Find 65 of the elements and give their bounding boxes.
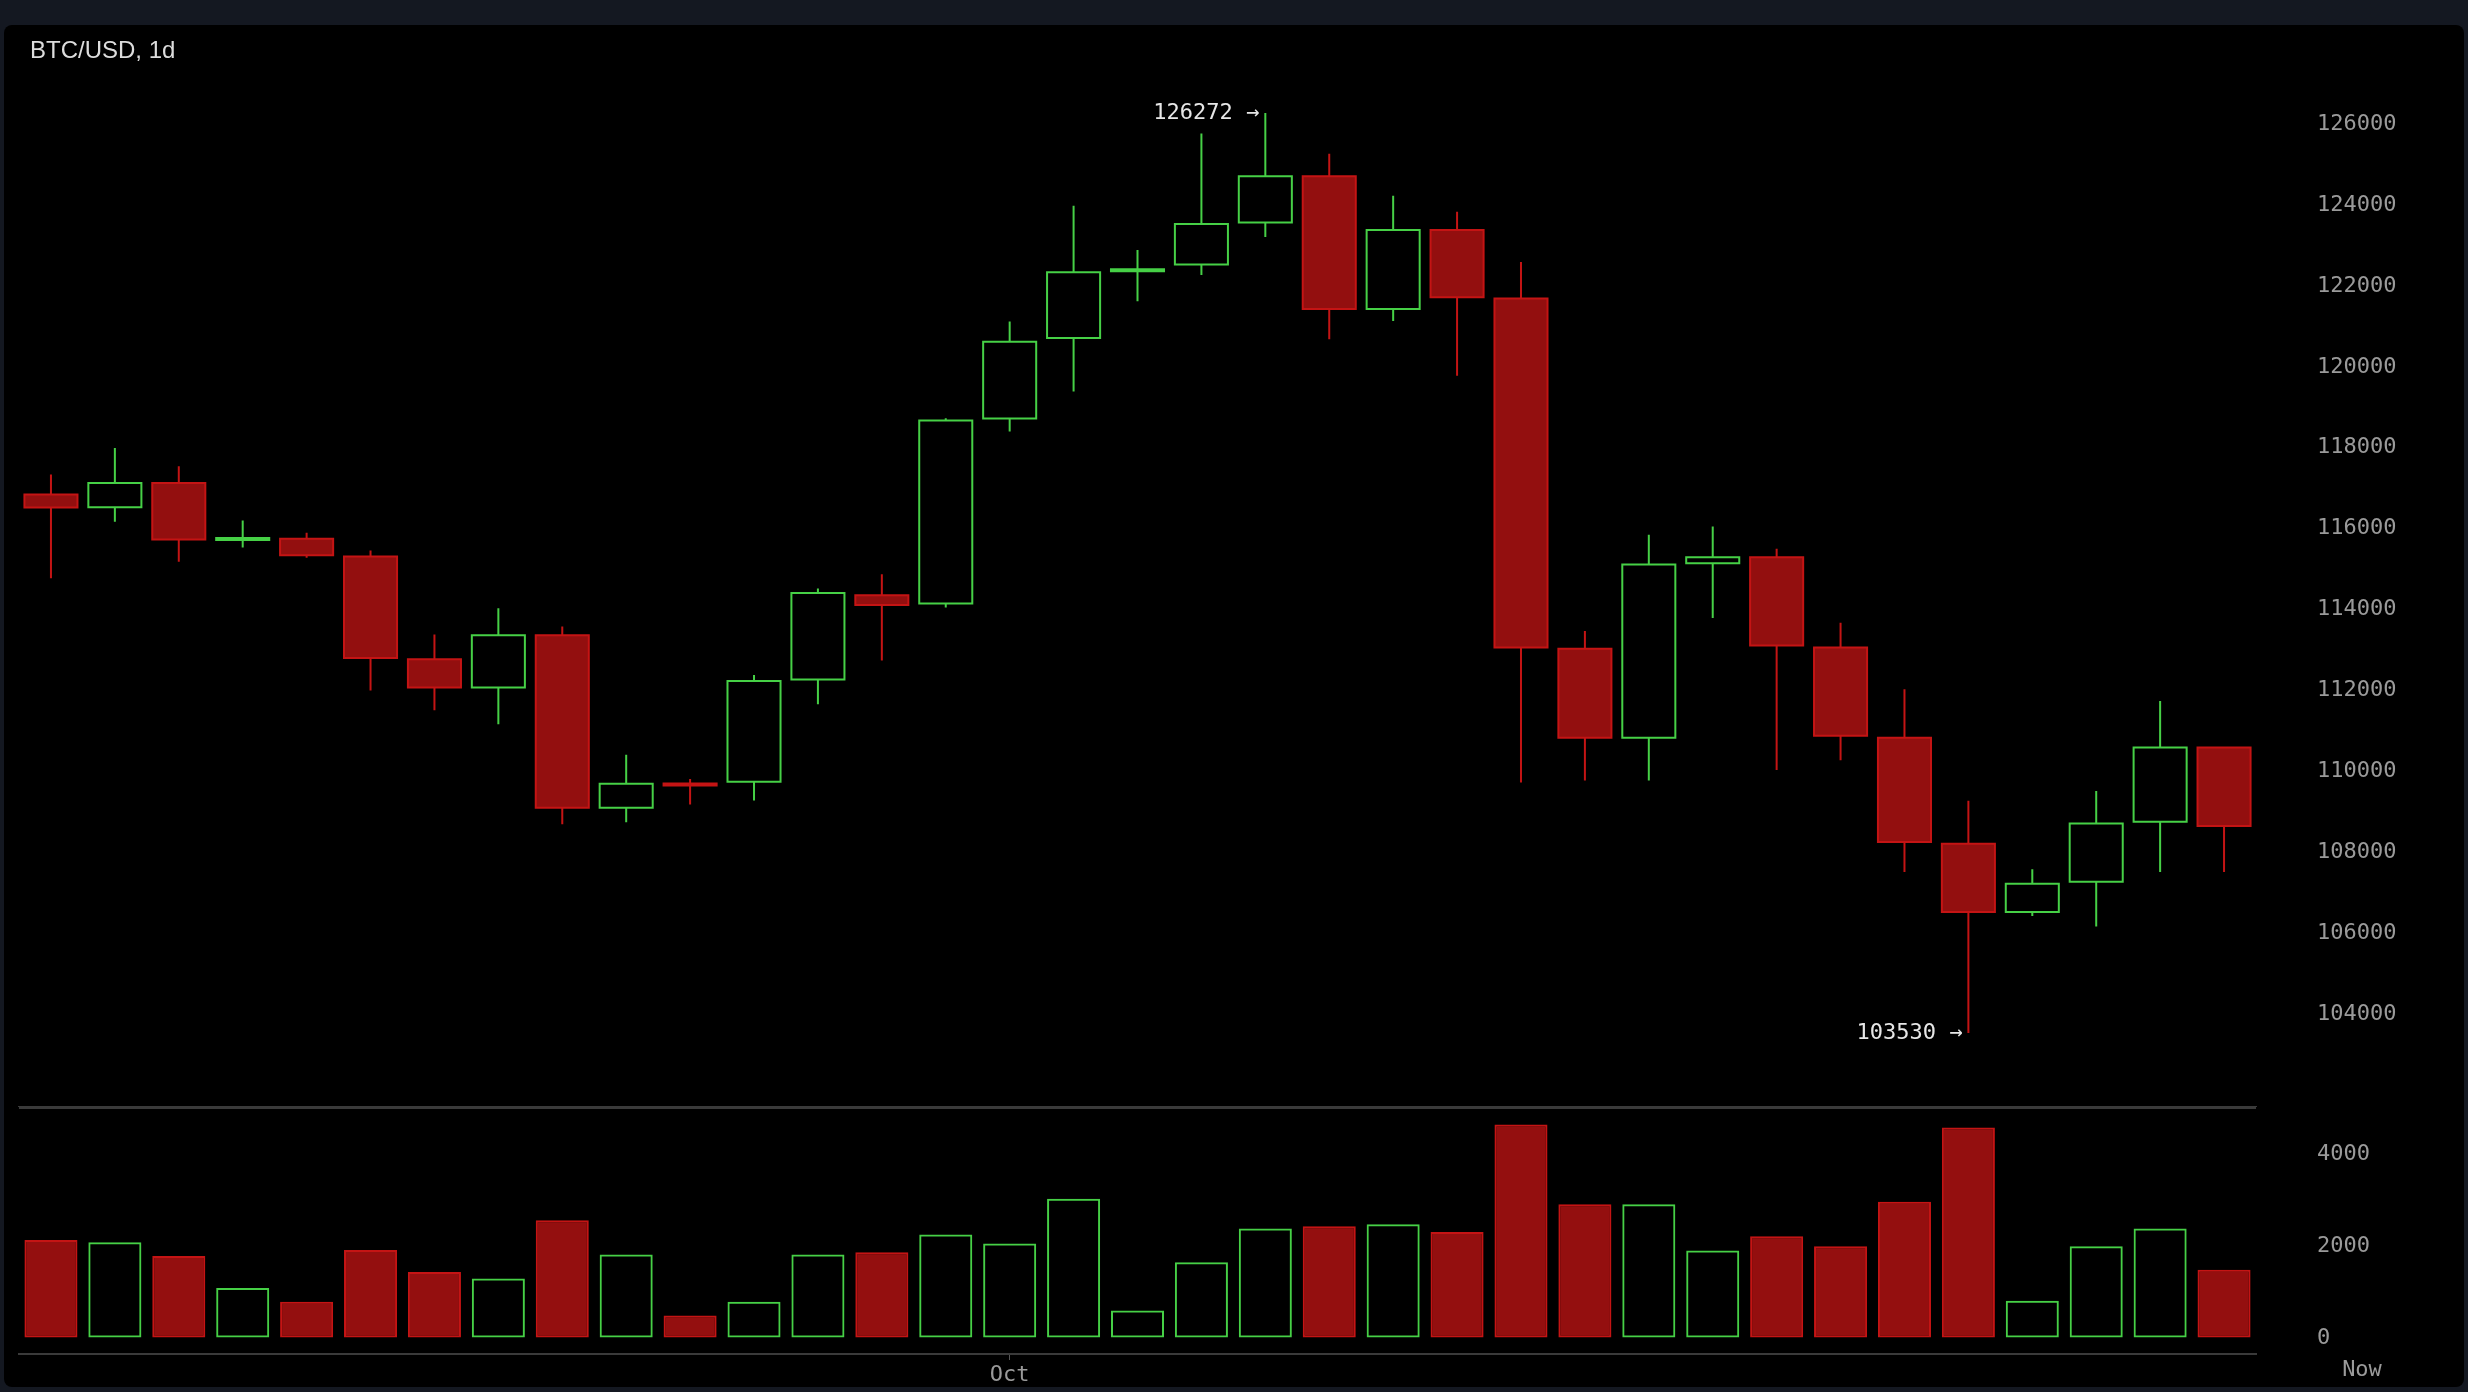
- y-tick-label: 126000: [2317, 109, 2397, 135]
- y-tick-label: 2000: [2317, 1232, 2370, 1258]
- bar: [2197, 1269, 2251, 1338]
- candlestick: [2196, 746, 2252, 873]
- bar: [855, 1252, 909, 1338]
- candlestick: [726, 674, 782, 802]
- y-tick-label: 118000: [2317, 433, 2397, 459]
- candlestick: [1813, 621, 1869, 762]
- bar: [1750, 1236, 1804, 1338]
- bar: [24, 1239, 78, 1338]
- candlestick: [470, 607, 526, 726]
- candlestick: [2004, 868, 2060, 918]
- candlestick: [534, 625, 590, 826]
- y-tick-label: 114000: [2317, 595, 2397, 621]
- candlestick: [1749, 547, 1805, 772]
- y-tick-label: 108000: [2317, 837, 2397, 863]
- bar: [1302, 1226, 1356, 1338]
- candlestick: [87, 447, 143, 523]
- bar: [152, 1255, 206, 1338]
- bar: [344, 1249, 398, 1338]
- candlestick: [151, 465, 207, 563]
- y-tick-label: 124000: [2317, 190, 2397, 216]
- candlestick: [1621, 533, 1677, 782]
- y-tick-label: 4000: [2317, 1140, 2370, 1166]
- bar: [1494, 1124, 1548, 1338]
- candlestick: [598, 753, 654, 824]
- bar: [1558, 1204, 1612, 1338]
- x-tick-label: Oct: [989, 1360, 1030, 1386]
- y-tick-label: 106000: [2317, 918, 2397, 944]
- candlestick: [343, 549, 399, 692]
- candlestick: [790, 587, 846, 706]
- bar: [407, 1271, 461, 1338]
- text: Now: [2342, 1355, 2383, 1381]
- bar: [280, 1301, 334, 1338]
- y-tick-label: 122000: [2317, 271, 2397, 297]
- bar: [1877, 1201, 1931, 1338]
- candlestick: [1046, 204, 1102, 393]
- candlestick: [406, 633, 462, 712]
- candlestick: [1173, 132, 1229, 276]
- candlestick: [1109, 248, 1166, 303]
- bar: [1941, 1127, 1995, 1338]
- annotation: 103530 →: [1856, 1018, 1963, 1044]
- y-tick-label: 104000: [2317, 999, 2397, 1025]
- candlestick: [215, 519, 271, 549]
- candlestick: [1429, 210, 1485, 377]
- y-tick-label: 0: [2317, 1323, 2331, 1349]
- y-tick-label: 110000: [2317, 757, 2397, 782]
- y-tick-label: 120000: [2317, 352, 2397, 378]
- candlestick: [1365, 194, 1421, 323]
- candlestick: [1685, 525, 1741, 619]
- y-tick-label: 116000: [2317, 514, 2397, 540]
- bar: [1430, 1232, 1484, 1338]
- candlestick: [1557, 629, 1613, 782]
- candlestick: [1493, 261, 1549, 784]
- bar: [535, 1220, 589, 1338]
- annotation: 126272 →: [1153, 98, 1260, 124]
- candlestick: [982, 320, 1038, 433]
- bar: [663, 1315, 717, 1338]
- candlestick: [1301, 152, 1357, 341]
- y-tick-label: 112000: [2317, 676, 2397, 702]
- bar: [1814, 1246, 1868, 1338]
- candlestick: [1876, 688, 1932, 873]
- candlestick: [2068, 790, 2124, 928]
- text: BTC/USD, 1d: [30, 35, 176, 63]
- candlestick: [2132, 699, 2188, 873]
